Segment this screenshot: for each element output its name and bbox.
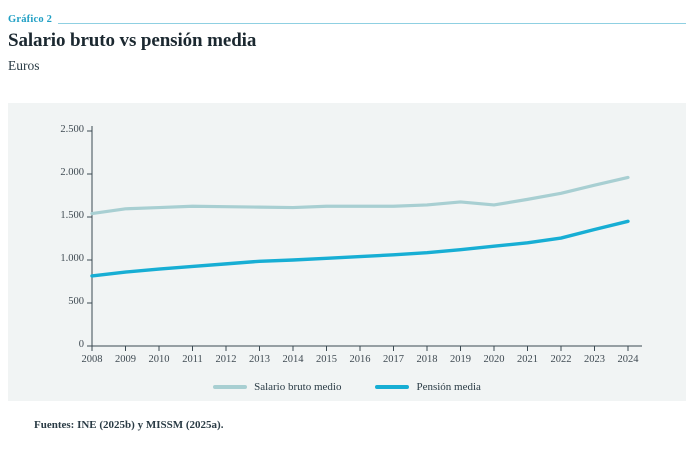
chart-legend: Salario bruto medio Pensión media: [8, 381, 686, 393]
x-axis-tick-label: 2024: [617, 354, 639, 365]
x-axis-tick-label: 2012: [215, 354, 237, 365]
chart-number-label: Gráfico 2: [8, 14, 53, 25]
y-axis-ticks: [87, 130, 92, 347]
legend-item-salario: Salario bruto medio: [213, 381, 341, 393]
x-axis-tick-label: 2020: [483, 354, 505, 365]
series-line-salario: [90, 175, 630, 216]
x-axis-tick-label: 2014: [282, 354, 304, 365]
x-axis-tick-label: 2019: [450, 354, 471, 365]
x-axis-ticks: [91, 346, 629, 351]
chart-panel: 0 500 1.000 1.500 2.000 2.500 2008 2009 2010 2011…: [8, 103, 686, 401]
y-axis-tick-label: 1.500: [60, 210, 84, 221]
x-axis-tick-label: 2017: [383, 354, 404, 365]
x-axis-tick-label: 2013: [249, 354, 270, 365]
axes: [91, 126, 642, 347]
legend-swatch-salario: [213, 385, 248, 389]
legend-item-pension: Pensión media: [375, 381, 481, 393]
x-axis-tick-label: 2018: [416, 354, 438, 365]
y-axis-tick-label: 500: [68, 296, 84, 307]
x-axis-tick-label: 2011: [182, 354, 203, 365]
x-axis-tick-label: 2010: [148, 354, 170, 365]
legend-label-pension: Pensión media: [416, 381, 481, 393]
y-axis-tick-label: 1.000: [60, 253, 84, 264]
legend-swatch-pension: [375, 385, 410, 389]
chart-units-label: Euros: [8, 58, 40, 73]
series-line-pension: [90, 219, 630, 278]
legend-label-salario: Salario bruto medio: [254, 381, 342, 393]
x-axis-tick-label: 2022: [550, 354, 572, 365]
line-chart-svg: [87, 126, 642, 351]
y-axis-tick-label: 2.500: [60, 124, 84, 135]
x-axis-tick-label: 2016: [349, 354, 371, 365]
header-divider-rule: [58, 23, 686, 24]
x-axis-tick-label: 2015: [316, 354, 337, 365]
x-axis-tick-label: 2023: [584, 354, 605, 365]
y-axis-tick-label: 0: [78, 339, 84, 350]
y-axis-tick-label: 2.000: [60, 167, 84, 178]
page-title: Salario bruto vs pensión media: [8, 30, 257, 51]
source-note: Fuentes: INE (2025b) y MISSM (2025a).: [34, 419, 224, 431]
x-axis-tick-label: 2008: [81, 354, 103, 365]
plot-area: 0 500 1.000 1.500 2.000 2.500 2008 2009 2010 2011…: [8, 103, 686, 401]
chart-kicker-row: Gráfico 2: [8, 10, 686, 26]
x-axis-tick-label: 2009: [115, 354, 136, 365]
x-axis-tick-label: 2021: [517, 354, 538, 365]
